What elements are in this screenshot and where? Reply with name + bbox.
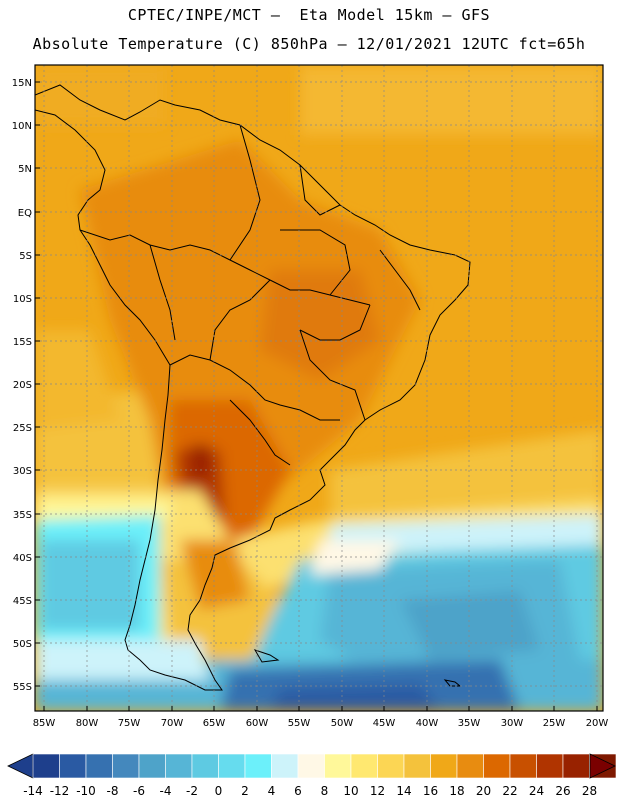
lon-label: 40W: [416, 718, 439, 729]
lat-label: 40S: [13, 553, 32, 564]
lon-label: 65W: [203, 718, 226, 729]
colorbar-swatch: [165, 753, 193, 779]
colorbar-arrow-high: [589, 753, 616, 779]
colorbar-swatch: [138, 753, 166, 779]
lat-label: 15N: [12, 78, 32, 89]
colorbar-label: 20: [476, 784, 491, 798]
colorbar-swatch: [112, 753, 140, 779]
lat-label: 50S: [13, 639, 32, 650]
colorbar-swatch: [403, 753, 431, 779]
colorbar-label: -14: [23, 784, 43, 798]
colorbar-label: 2: [241, 784, 249, 798]
colorbar-label: -6: [133, 784, 145, 798]
longitude-labels: 85W 80W 75W 70W 65W 60W 55W 50W 45W 40W …: [33, 718, 609, 729]
lon-label: 30W: [501, 718, 524, 729]
latitude-labels: 15N 10N 5N EQ 5S 10S 15S 20S 25S 30S 35S…: [12, 78, 32, 693]
lon-label: 35W: [458, 718, 481, 729]
lon-label: 60W: [246, 718, 269, 729]
coastline: [35, 84, 471, 691]
colorbar-label: 14: [396, 784, 411, 798]
lat-label: 25S: [13, 423, 32, 434]
colorbar-label: -10: [76, 784, 96, 798]
colorbar-swatch: [218, 753, 246, 779]
colorbar-swatch: [59, 753, 87, 779]
lon-label: 85W: [33, 718, 56, 729]
lon-label: 50W: [331, 718, 354, 729]
lon-label: 75W: [118, 718, 141, 729]
colorbar-swatch: [350, 753, 378, 779]
colorbar-label: 24: [529, 784, 544, 798]
colorbar-label: 10: [343, 784, 358, 798]
colorbar-label: 4: [268, 784, 276, 798]
colorbar-swatch: [562, 753, 590, 779]
lon-label: 55W: [288, 718, 311, 729]
colorbar-label: -2: [186, 784, 198, 798]
colorbar-label: 18: [449, 784, 464, 798]
lat-label: 15S: [13, 337, 32, 348]
colorbar-label: 22: [502, 784, 517, 798]
colorbar-swatch: [456, 753, 484, 779]
colorbar: -14 -12 -10 -8 -6 -4 -2 0 2 4 6 8 10 12 …: [7, 753, 617, 798]
temperature-field: [35, 65, 603, 711]
colorbar-label: 12: [370, 784, 385, 798]
colorbar-swatch: [271, 753, 299, 779]
colorbar-label: 28: [582, 784, 597, 798]
colorbar-label: 0: [215, 784, 223, 798]
lat-label: 30S: [13, 466, 32, 477]
colorbar-label: 16: [423, 784, 438, 798]
lat-label: 35S: [13, 510, 32, 521]
lat-label: 55S: [13, 682, 32, 693]
lat-label: 5S: [19, 251, 32, 262]
colorbar-swatch: [430, 753, 458, 779]
lat-label: 20S: [13, 380, 32, 391]
colorbar-label: 26: [555, 784, 570, 798]
colorbar-label: -12: [50, 784, 70, 798]
chart-title-line-1: CPTEC/INPE/MCT – Eta Model 15km – GFS: [127, 6, 491, 24]
colorbar-swatch: [377, 753, 405, 779]
colorbar-swatch: [85, 753, 113, 779]
lat-label: EQ: [18, 208, 32, 219]
map-frame: [34, 64, 604, 712]
lon-label: 80W: [76, 718, 99, 729]
colorbar-swatch: [324, 753, 352, 779]
lon-label: 25W: [543, 718, 566, 729]
colorbar-swatch: [297, 753, 325, 779]
colorbar-label: -4: [160, 784, 172, 798]
lon-label: 45W: [373, 718, 396, 729]
colorbar-swatch: [509, 753, 537, 779]
colorbar-swatch: [244, 753, 272, 779]
lat-label: 10N: [12, 121, 32, 132]
axis-ticks: [35, 81, 598, 711]
lon-label: 20W: [586, 718, 609, 729]
colorbar-swatch: [536, 753, 564, 779]
colorbar-label: 6: [294, 784, 302, 798]
colorbar-swatch: [483, 753, 511, 779]
colorbar-label: 8: [321, 784, 329, 798]
lat-label: 45S: [13, 596, 32, 607]
colorbar-label: -8: [107, 784, 119, 798]
chart-title-line-2: Absolute Temperature (C) 850hPa – 12/01/…: [32, 35, 586, 53]
colorbar-swatch: [191, 753, 219, 779]
colorbar-swatch: [32, 753, 60, 779]
lat-label: 10S: [13, 294, 32, 305]
lon-label: 70W: [161, 718, 184, 729]
lat-label: 5N: [18, 164, 32, 175]
colorbar-arrow-low: [7, 753, 34, 779]
